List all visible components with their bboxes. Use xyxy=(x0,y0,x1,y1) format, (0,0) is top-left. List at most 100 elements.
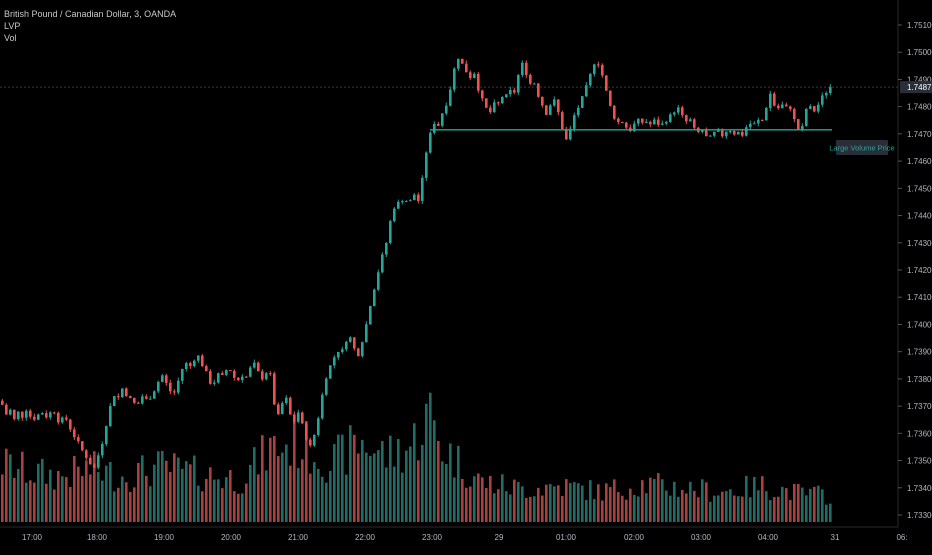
candle-body xyxy=(173,391,176,393)
candle-body xyxy=(685,115,688,122)
candle-body xyxy=(681,107,684,116)
lvp-label-text: Large Volume Price xyxy=(829,144,894,153)
volume-bar xyxy=(633,494,636,522)
candle-body xyxy=(81,441,84,451)
volume-bar xyxy=(385,467,388,522)
candle-body xyxy=(413,194,416,201)
candle-body xyxy=(617,118,620,123)
candle-body xyxy=(657,119,660,125)
candle-body xyxy=(725,131,728,137)
volume-bar xyxy=(165,460,168,522)
candle-body xyxy=(313,434,316,446)
candle-body xyxy=(393,208,396,222)
volume-bar xyxy=(301,459,304,522)
volume-bar xyxy=(797,483,800,522)
candle-body xyxy=(281,403,284,415)
candle-body xyxy=(433,123,436,133)
time-tick-label: 19:00 xyxy=(154,533,175,542)
volume-bar xyxy=(61,476,64,522)
symbol-title: British Pound / Canadian Dollar, 3, OAND… xyxy=(4,9,177,19)
volume-bar xyxy=(193,455,196,522)
candle-body xyxy=(565,128,568,140)
candle-body xyxy=(721,130,724,137)
volume-bar xyxy=(513,479,516,522)
volume-bar xyxy=(149,486,152,522)
volume-bar xyxy=(569,483,572,522)
current-price-label: 1.74872 xyxy=(907,83,932,92)
volume-bar xyxy=(677,496,680,522)
volume-bar xyxy=(425,403,428,522)
volume-bar xyxy=(281,452,284,522)
candle-body xyxy=(817,104,820,112)
volume-bar xyxy=(553,486,556,522)
volume-bar xyxy=(561,495,564,522)
candle-body xyxy=(61,417,64,423)
time-tick-label: 03:00 xyxy=(691,533,712,542)
candle-body xyxy=(505,94,508,98)
candle-body xyxy=(445,105,448,114)
volume-bar xyxy=(753,476,756,522)
time-tick-label: 18:00 xyxy=(87,533,108,542)
volume-bar xyxy=(285,444,288,522)
volume-bar xyxy=(309,473,312,522)
candle-body xyxy=(509,90,512,95)
candle-body xyxy=(13,409,16,419)
candle-body xyxy=(501,97,504,104)
volume-bar xyxy=(597,484,600,522)
volume-bar xyxy=(305,420,308,522)
volume-bar xyxy=(121,476,124,522)
volume-bar xyxy=(45,483,48,522)
volume-bar xyxy=(73,455,76,522)
candle-body xyxy=(669,114,672,122)
volume-bar xyxy=(337,434,340,522)
candle-body xyxy=(429,132,432,153)
volume-bar xyxy=(169,471,172,522)
candle-body xyxy=(145,396,148,399)
volume-bar xyxy=(89,474,92,522)
volume-bar xyxy=(141,455,144,522)
price-tick-label: 1.75100 xyxy=(907,21,932,30)
candle-body xyxy=(789,106,792,110)
time-tick-label: 31 xyxy=(831,533,840,542)
volume-bar xyxy=(769,500,772,522)
candle-body xyxy=(777,105,780,109)
candle-body xyxy=(537,83,540,97)
volume-bar xyxy=(153,464,156,522)
volume-bar xyxy=(477,473,480,522)
volume-bar xyxy=(117,487,120,522)
candle-body xyxy=(589,73,592,86)
volume-bar xyxy=(621,495,624,522)
candle-body xyxy=(581,96,584,108)
volume-bar xyxy=(329,471,332,522)
indicator-volume-label[interactable]: Vol xyxy=(4,33,17,43)
volume-bar xyxy=(665,490,668,522)
volume-bar xyxy=(297,468,300,522)
volume-bar xyxy=(197,485,200,522)
volume-bar xyxy=(689,481,692,522)
volume-bar xyxy=(137,462,140,522)
candle-body xyxy=(249,367,252,377)
indicator-lvp-label[interactable]: LVP xyxy=(4,21,21,31)
candle-body xyxy=(481,90,484,99)
price-tick-label: 1.74900 xyxy=(907,75,932,84)
volume-bar xyxy=(449,443,452,522)
candle-body xyxy=(85,450,88,458)
candle-body xyxy=(561,112,564,129)
candle-body xyxy=(825,93,828,96)
candle-body xyxy=(761,120,764,122)
volume-bar xyxy=(145,475,148,522)
volume-bar xyxy=(41,458,44,522)
volume-bar xyxy=(445,463,448,522)
candle-body xyxy=(113,396,116,407)
volume-bar xyxy=(805,495,808,522)
volume-bar xyxy=(625,499,628,522)
volume-bar xyxy=(381,441,384,522)
candle-body xyxy=(77,437,80,442)
volume-bar xyxy=(685,493,688,522)
candle-body xyxy=(689,119,692,122)
candle-body xyxy=(585,85,588,97)
time-tick-label: 20:00 xyxy=(221,533,242,542)
candle-body xyxy=(289,397,292,415)
